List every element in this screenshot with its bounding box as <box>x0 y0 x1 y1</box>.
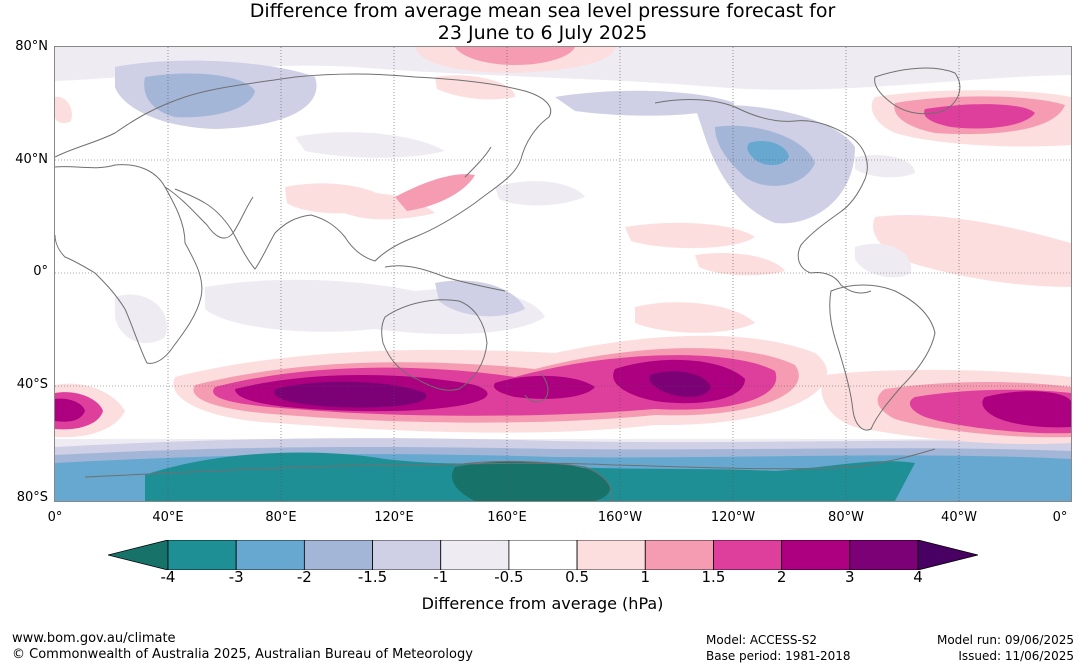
coast-antarctica <box>84 448 936 478</box>
coast-eurasia <box>55 73 552 270</box>
colorbar-cell <box>440 540 510 570</box>
coast-new-zealand <box>524 372 549 403</box>
colorbar-cell <box>235 540 305 570</box>
colorbar-tick-label: -1.5 <box>357 568 388 586</box>
colorbar-extend-high <box>917 540 978 570</box>
coast-africa <box>55 164 203 364</box>
lat-label-80s: 80°S <box>16 490 48 505</box>
colorbar-tick-label: -0.5 <box>494 568 524 586</box>
colorbar <box>108 540 978 570</box>
colorbar-cell <box>713 540 783 570</box>
colorbar-extend-low <box>108 540 169 570</box>
title-line-1: Difference from average mean sea level p… <box>249 0 836 22</box>
colorbar-cell <box>303 540 373 570</box>
colorbar-cell <box>781 540 851 570</box>
coast-greenland <box>874 67 961 115</box>
lat-label-40s: 40°S <box>16 377 48 392</box>
colorbar-cell <box>508 540 578 570</box>
lat-label-0: 0° <box>33 264 48 279</box>
colorbar-title: Difference from average (hPa) <box>421 594 664 613</box>
coast-ross-sea <box>454 460 613 501</box>
tropical-anomalies <box>115 174 1071 344</box>
lon-label-40e: 40°E <box>152 510 184 525</box>
gridlines <box>55 47 1071 501</box>
coastlines <box>55 67 961 501</box>
colorbar-tick-label: 4 <box>913 568 923 586</box>
northern-anomalies <box>55 47 1071 224</box>
map-title: Difference from average mean sea level p… <box>0 0 1085 44</box>
colorbar-tick-label: -1 <box>433 568 449 586</box>
lon-label-0-west: 0° <box>47 510 63 525</box>
lon-label-120w: 120°W <box>710 510 756 525</box>
southern-positive-band <box>55 302 1071 445</box>
colorbar-tick-label: 0.5 <box>565 568 589 586</box>
lon-label-0-east: 0° <box>1052 510 1068 525</box>
footer-website: www.bom.gov.au/climate <box>12 631 176 646</box>
footer-base-period: Base period: 1981-2018 <box>706 649 851 663</box>
footer-issued: Issued: 11/06/2025 <box>958 649 1074 663</box>
lon-label-80e: 80°E <box>265 510 297 525</box>
colorbar-cell <box>372 540 442 570</box>
colorbar-cell <box>644 540 714 570</box>
lon-label-40w: 40°W <box>941 510 977 525</box>
colorbar-tick-label: -4 <box>160 568 176 586</box>
coast-indonesia <box>384 265 506 292</box>
southern-negative-band <box>55 438 1071 501</box>
coast-japan <box>464 146 492 178</box>
map-svg <box>55 47 1071 501</box>
footer-copyright: © Commonwealth of Australia 2025, Austra… <box>12 647 473 662</box>
colorbar-cell <box>167 540 237 570</box>
lon-label-160w: 160°W <box>597 510 643 525</box>
colorbar-cells <box>108 540 978 570</box>
colorbar-tick-label: -3 <box>228 568 244 586</box>
pressure-anomaly-map <box>54 46 1072 502</box>
colorbar-tick-label: 2 <box>776 568 787 586</box>
title-line-2: 23 June to 6 July 2025 <box>437 22 648 44</box>
colorbar-cell <box>849 540 919 570</box>
lat-label-80n: 80°N <box>15 39 48 54</box>
lon-label-80w: 80°W <box>828 510 864 525</box>
lat-label-40n: 40°N <box>15 152 48 167</box>
lon-label-160e: 160°E <box>487 510 527 525</box>
lon-label-120e: 120°E <box>374 510 414 525</box>
footer-model: Model: ACCESS-S2 <box>706 633 818 647</box>
colorbar-cell <box>576 540 646 570</box>
colorbar-tick-label: 1.5 <box>701 568 726 586</box>
coast-arabia <box>164 186 254 239</box>
colorbar-tick-label: 1 <box>640 568 651 586</box>
colorbar-tick-label: -2 <box>296 568 312 586</box>
coast-australia <box>381 299 488 391</box>
colorbar-tick-label: 3 <box>845 568 855 586</box>
coast-north-america <box>654 99 872 294</box>
footer-model-run: Model run: 09/06/2025 <box>936 633 1074 647</box>
coast-south-america <box>829 284 936 431</box>
